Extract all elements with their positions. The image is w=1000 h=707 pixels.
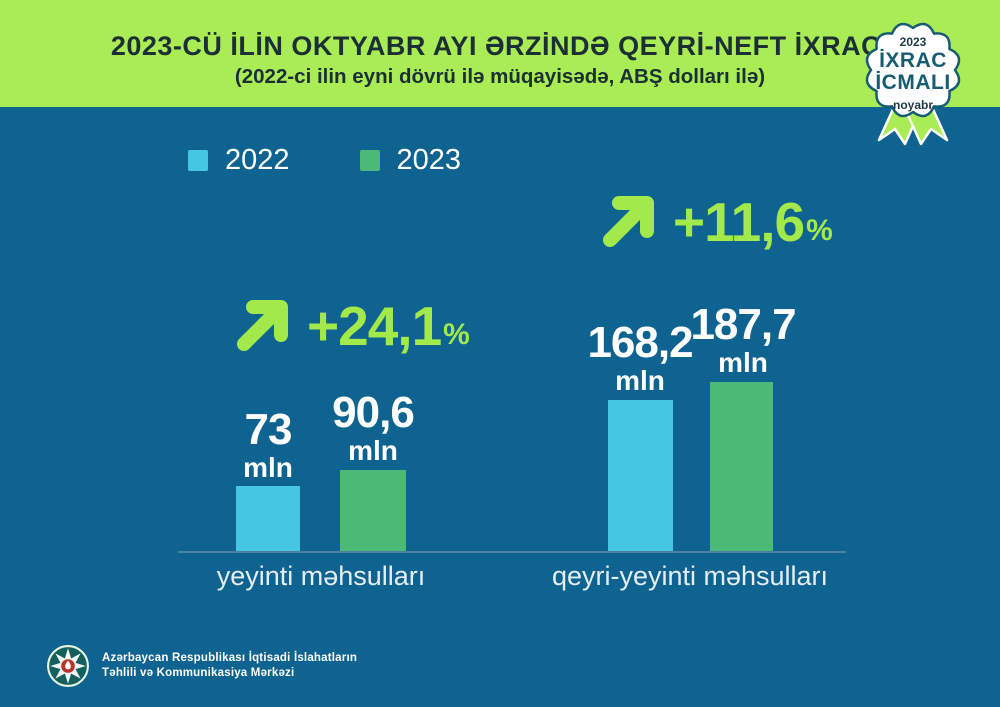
arrow-up-right-icon <box>237 300 288 351</box>
category-label-nonfood: qeyri-yeyinti məhsulları <box>551 561 829 591</box>
value-label-food-2023: 90,6 mln <box>288 387 458 466</box>
bar-food-2023 <box>340 470 406 553</box>
bar-food-2022 <box>236 486 300 553</box>
growth-value-food: +24,1 <box>307 294 442 357</box>
legend-swatch-2023 <box>359 150 380 171</box>
legend-item-2022: 2022 <box>188 144 290 177</box>
bar-nonfood-2023 <box>710 382 773 553</box>
x-axis-line <box>178 551 846 553</box>
badge-title-line2: İCMALI <box>875 71 951 94</box>
value-unit: mln <box>348 434 398 466</box>
value-label-food-2022: 73 mln <box>183 404 353 483</box>
value-number: 73 <box>244 404 293 454</box>
value-number: 168,2 <box>587 317 693 367</box>
value-unit: mln <box>718 346 768 378</box>
chart-legend: 2022 2023 <box>188 144 461 177</box>
value-label-nonfood-2022: 168,2 mln <box>555 317 725 396</box>
legend-item-2023: 2023 <box>359 144 462 177</box>
growth-percent-sign-nonfood: % <box>806 214 833 247</box>
arrow-up-right-icon <box>603 196 654 247</box>
badge-title-line1: İXRAC <box>879 49 947 72</box>
value-unit: mln <box>243 451 293 483</box>
footer-org: Azərbaycan Respublikası İqtisadi İslahat… <box>46 644 357 688</box>
ixrac-icmali-badge: 2023 İXRAC İCMALI noyabr <box>853 6 973 146</box>
bar-nonfood-2022 <box>608 400 673 553</box>
value-number: 90,6 <box>332 387 415 437</box>
legend-label-2023: 2023 <box>396 144 462 176</box>
badge-month: noyabr <box>892 98 933 112</box>
value-number: 187,7 <box>690 299 796 349</box>
value-unit: mln <box>615 364 665 396</box>
org-name-line1: Azərbaycan Respublikası İqtisadi İslahat… <box>102 652 358 664</box>
header-band: 2023-CÜ İLİN OKTYABR AYI ƏRZİNDƏ QEYRİ-N… <box>0 0 1000 107</box>
category-label-food: yeyinti məhsulları <box>216 561 426 591</box>
org-name-line2: Təhlili və Kommunikasiya Mərkəzi <box>102 667 295 679</box>
badge-year: 2023 <box>899 35 927 49</box>
growth-value-nonfood: +11,6 <box>673 190 805 253</box>
growth-percent-sign-food: % <box>443 318 470 351</box>
page-subtitle: (2022-ci ilin eyni dövrü ilə müqayisədə,… <box>234 65 766 88</box>
growth-indicator-food: +24,1 % <box>230 294 470 358</box>
legend-swatch-2022 <box>188 150 208 171</box>
rosette-icon <box>865 22 961 146</box>
value-label-nonfood-2023: 187,7 mln <box>658 299 828 378</box>
page-title: 2023-CÜ İLİN OKTYABR AYI ƏRZİNDƏ QEYRİ-N… <box>110 31 890 61</box>
legend-label-2022: 2022 <box>225 144 290 176</box>
growth-indicator-nonfood: +11,6 % <box>596 190 833 254</box>
azerbaijan-emblem-icon <box>47 645 89 687</box>
